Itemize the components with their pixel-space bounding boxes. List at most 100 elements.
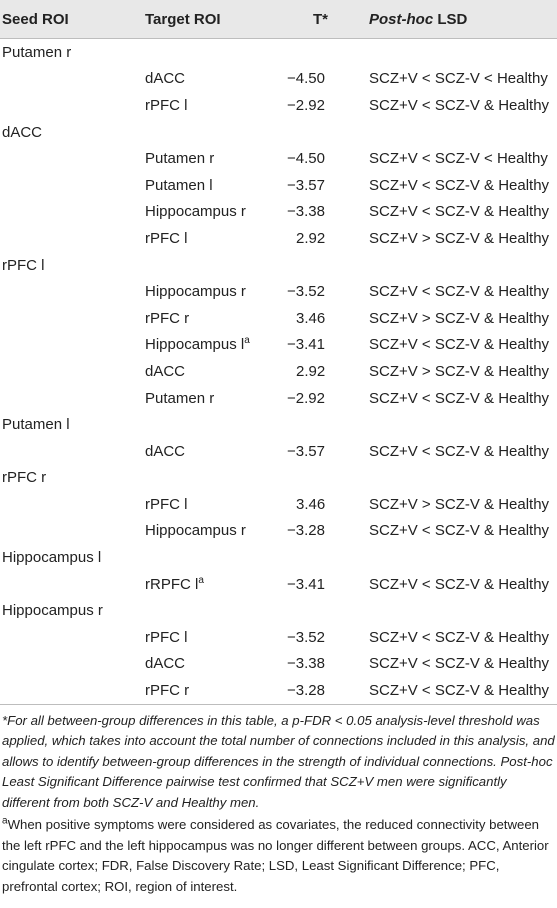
- seed-row: Hippocampus l: [0, 544, 557, 571]
- table-body: Putamen r dACC −4.50 SCZ+V < SCZ-V < Health…: [0, 39, 557, 704]
- table-footnotes: *For all between-group differences in th…: [0, 703, 557, 898]
- t-value-cell: −3.38: [287, 655, 325, 673]
- seed-empty-cell: [0, 172, 145, 199]
- target-roi-text: rPFC l: [145, 96, 188, 114]
- posthoc-lsd-cell: SCZ+V < SCZ-V & Healthy: [369, 522, 550, 540]
- posthoc-lsd-cell: SCZ+V < SCZ-V & Healthy: [369, 655, 550, 673]
- target-roi-text: rPFC l: [145, 628, 188, 646]
- seed-roi-cell: Putamen l: [2, 416, 70, 434]
- footnote-a: aWhen positive symptoms were considered …: [2, 815, 555, 897]
- t-value-cell: −4.50: [287, 70, 325, 88]
- seed-empty-cell: [0, 358, 145, 385]
- t-value-cell: −4.50: [287, 150, 325, 168]
- target-roi-text: Hippocampus r: [145, 522, 246, 540]
- t-value-cell: −3.57: [287, 176, 325, 194]
- posthoc-lsd-cell: SCZ+V < SCZ-V & Healthy: [369, 336, 550, 354]
- posthoc-lsd-cell: SCZ+V < SCZ-V & Healthy: [369, 575, 550, 593]
- t-value-cell: −3.28: [287, 682, 325, 700]
- seed-empty-cell: [0, 571, 145, 598]
- target-roi-text: rPFC r: [145, 309, 190, 327]
- t-value-cell: −3.52: [287, 628, 325, 646]
- posthoc-lsd-cell: SCZ+V < SCZ-V & Healthy: [369, 96, 550, 114]
- target-roi-cell: Hippocampus r: [145, 278, 285, 305]
- seed-roi-cell: dACC: [2, 123, 43, 141]
- table-row: dACC −4.50 SCZ+V < SCZ-V < Healthy: [0, 66, 557, 93]
- t-value-cell: 3.46: [296, 309, 326, 327]
- posthoc-lsd-cell: SCZ+V < SCZ-V & Healthy: [369, 176, 550, 194]
- target-roi-cell: dACC: [145, 358, 285, 385]
- posthoc-lsd-cell: SCZ+V < SCZ-V & Healthy: [369, 389, 550, 407]
- seed-row: Hippocampus r: [0, 597, 557, 624]
- target-roi-cell: dACC: [145, 438, 285, 465]
- seed-roi-cell: Hippocampus r: [2, 602, 103, 620]
- t-value-cell: −3.38: [287, 203, 325, 221]
- table-row: dACC −3.57 SCZ+V < SCZ-V & Healthy: [0, 438, 557, 465]
- seed-empty-cell: [0, 438, 145, 465]
- table-row: rPFC l 2.92 SCZ+V > SCZ-V & Healthy: [0, 225, 557, 252]
- target-roi-text: Putamen r: [145, 389, 215, 407]
- t-value-cell: 2.92: [296, 229, 326, 247]
- seed-empty-cell: [0, 305, 145, 332]
- t-value-cell: −3.41: [287, 575, 325, 593]
- table-row: Hippocampus r −3.38 SCZ+V < SCZ-V & Health…: [0, 199, 557, 226]
- seed-row: dACC: [0, 119, 557, 146]
- posthoc-lsd-cell: SCZ+V > SCZ-V & Healthy: [369, 362, 550, 380]
- target-roi-text: Putamen r: [145, 150, 215, 168]
- target-roi-cell: Hippocampus r: [145, 199, 285, 226]
- footnote-a-marker: a: [2, 815, 8, 827]
- results-table: Seed ROI Target ROI T* Post-hoc LSD Puta…: [0, 0, 557, 704]
- seed-empty-cell: [0, 199, 145, 226]
- seed-empty-cell: [0, 677, 145, 704]
- header-posthoc-rest: LSD: [433, 10, 468, 28]
- seed-row: Putamen r: [0, 39, 557, 66]
- target-roi-cell: Putamen l: [145, 172, 285, 199]
- table-row: dACC 2.92 SCZ+V > SCZ-V & Healthy: [0, 358, 557, 385]
- target-roi-cell: Hippocampus r: [145, 518, 285, 545]
- seed-row: rPFC r: [0, 465, 557, 492]
- target-roi-text: dACC: [145, 655, 186, 673]
- footnote-a-text: When positive symptoms were considered a…: [2, 817, 549, 894]
- target-roi-text: Putamen l: [145, 176, 213, 194]
- posthoc-lsd-cell: SCZ+V < SCZ-V & Healthy: [369, 203, 550, 221]
- posthoc-lsd-cell: SCZ+V < SCZ-V < Healthy: [369, 70, 548, 88]
- posthoc-lsd-cell: SCZ+V < SCZ-V & Healthy: [369, 682, 550, 700]
- table-row: Hippocampus r −3.52 SCZ+V < SCZ-V & Health…: [0, 278, 557, 305]
- table-row: Hippocampus la −3.41 SCZ+V < SCZ-V & Healt…: [0, 332, 557, 359]
- target-roi-cell: dACC: [145, 66, 285, 93]
- target-roi-cell: rPFC l: [145, 624, 285, 651]
- seed-roi-cell: rPFC r: [2, 469, 47, 487]
- table-row: Putamen l −3.57 SCZ+V < SCZ-V & Healthy: [0, 172, 557, 199]
- t-value-cell: −2.92: [287, 96, 325, 114]
- posthoc-lsd-cell: SCZ+V > SCZ-V & Healthy: [369, 309, 550, 327]
- seed-empty-cell: [0, 225, 145, 252]
- seed-empty-cell: [0, 92, 145, 119]
- target-roi-text: rRPFC l: [145, 575, 199, 593]
- target-roi-cell: Hippocampus la: [145, 332, 285, 359]
- table-row: rRPFC la −3.41 SCZ+V < SCZ-V & Healthy: [0, 571, 557, 598]
- t-value-cell: −3.52: [287, 283, 325, 301]
- seed-roi-cell: Hippocampus l: [2, 549, 102, 567]
- target-roi-cell: rPFC l: [145, 491, 285, 518]
- header-target-roi: Target ROI: [145, 10, 221, 28]
- t-value-cell: 2.92: [296, 362, 326, 380]
- seed-empty-cell: [0, 518, 145, 545]
- table-row: Putamen r −4.50 SCZ+V < SCZ-V < Healthy: [0, 145, 557, 172]
- header-t-label: T*: [313, 10, 328, 28]
- target-roi-text: Hippocampus r: [145, 283, 246, 301]
- posthoc-lsd-cell: SCZ+V > SCZ-V & Healthy: [369, 229, 550, 247]
- target-roi-text: rPFC r: [145, 682, 190, 700]
- posthoc-lsd-cell: SCZ+V < SCZ-V & Healthy: [369, 283, 550, 301]
- target-roi-text: dACC: [145, 70, 186, 88]
- seed-empty-cell: [0, 145, 145, 172]
- t-value-cell: −3.57: [287, 442, 325, 460]
- target-roi-cell: rPFC r: [145, 305, 285, 332]
- footnote-star: *For all between-group differences in th…: [2, 712, 555, 810]
- posthoc-lsd-cell: SCZ+V < SCZ-V < Healthy: [369, 150, 548, 168]
- header-t-stat: T*: [285, 0, 369, 39]
- seed-row: Putamen l: [0, 411, 557, 438]
- table-header-row: Seed ROI Target ROI T* Post-hoc LSD: [0, 0, 557, 39]
- seed-empty-cell: [0, 332, 145, 359]
- table-row: rPFC r 3.46 SCZ+V > SCZ-V & Healthy: [0, 305, 557, 332]
- target-roi-cell: Putamen r: [145, 385, 285, 412]
